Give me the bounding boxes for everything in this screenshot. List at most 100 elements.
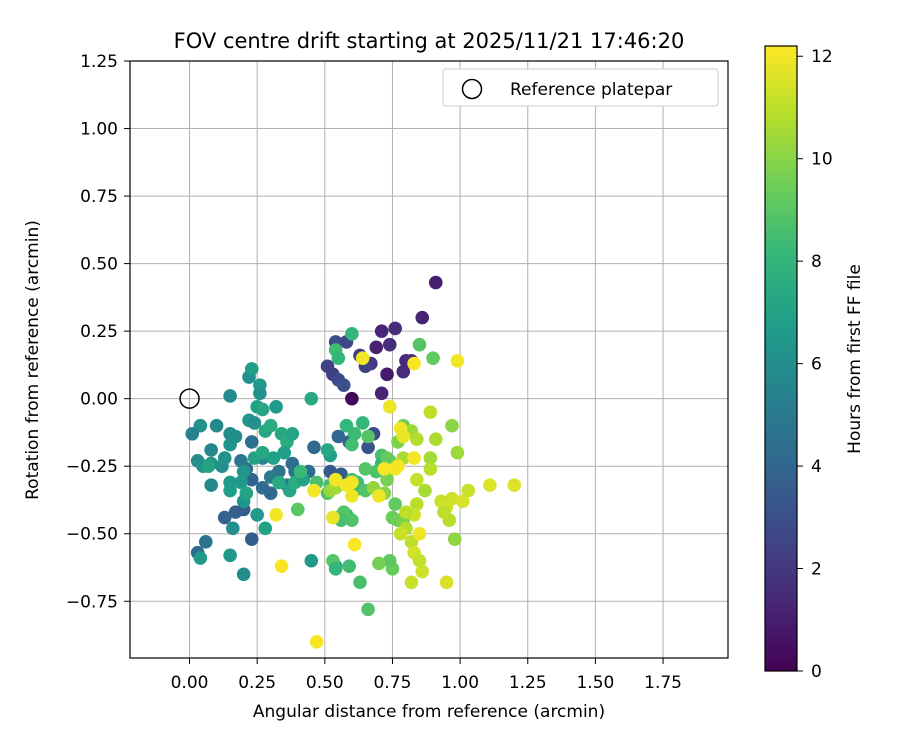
data-point — [423, 462, 438, 476]
data-point — [347, 426, 362, 441]
data-point — [388, 321, 402, 336]
data-point — [428, 275, 443, 290]
data-point — [393, 526, 408, 541]
data-point — [236, 567, 251, 582]
y-axis-label: Rotation from reference (arcmin) — [23, 220, 43, 500]
data-point — [293, 464, 308, 479]
data-point — [450, 445, 465, 460]
data-point — [266, 451, 281, 465]
data-point — [185, 426, 200, 441]
data-point — [328, 562, 343, 576]
colorbar-tick-label: 4 — [811, 457, 822, 477]
colorbar: 0 2 4 6 8 10 12 Hours from first FF file — [764, 45, 865, 682]
x-tick-label: 1.25 — [509, 673, 547, 693]
data-point — [374, 386, 389, 401]
colorbar-tick-label: 12 — [811, 47, 833, 67]
data-point — [234, 475, 248, 490]
data-point — [339, 478, 354, 492]
data-point — [407, 356, 421, 371]
data-point — [217, 510, 232, 525]
data-point — [445, 418, 459, 433]
data-point — [236, 464, 251, 479]
data-point — [382, 337, 397, 352]
data-point — [258, 521, 273, 536]
data-point — [407, 451, 421, 465]
data-point — [355, 416, 370, 430]
x-tick-label: 1.50 — [576, 673, 614, 693]
x-tick-label: 1.00 — [441, 673, 479, 693]
data-point — [250, 508, 264, 522]
data-point — [445, 491, 459, 506]
data-point — [388, 497, 402, 511]
data-point — [456, 494, 470, 509]
x-axis-ticks: 0.00 0.25 0.50 0.75 1.00 1.25 1.50 1.75 — [171, 658, 682, 693]
x-tick-label: 1.75 — [644, 673, 682, 693]
data-point — [399, 505, 413, 519]
x-tick-label: 0.00 — [171, 673, 209, 693]
data-point — [450, 354, 465, 368]
data-point — [372, 556, 386, 571]
data-point — [290, 502, 305, 517]
y-tick-label: 0.50 — [80, 255, 118, 275]
legend-reference-icon — [461, 78, 483, 100]
y-tick-label: 1.25 — [80, 52, 118, 72]
colorbar-ticks: 0 2 4 6 8 10 12 — [797, 47, 833, 682]
data-point — [304, 553, 319, 568]
data-point — [412, 526, 427, 541]
data-point — [388, 462, 402, 476]
data-point — [382, 399, 397, 414]
data-point — [307, 440, 321, 455]
data-point — [412, 337, 427, 352]
data-point — [201, 459, 216, 474]
colorbar-tick-label: 10 — [811, 150, 833, 170]
data-point — [253, 386, 267, 401]
data-point — [358, 462, 373, 476]
data-point — [361, 602, 375, 617]
data-point — [304, 391, 319, 406]
data-point — [418, 483, 432, 498]
data-point — [345, 391, 359, 406]
y-tick-label: 1.00 — [80, 120, 118, 140]
data-point — [412, 553, 427, 568]
data-point — [209, 418, 224, 433]
data-point — [247, 416, 262, 430]
data-point — [374, 324, 389, 338]
data-point — [415, 564, 430, 579]
y-tick-label: −0.25 — [66, 457, 118, 477]
data-point — [285, 426, 300, 441]
data-point — [345, 489, 359, 503]
x-axis-label: Angular distance from reference (arcmin) — [253, 702, 605, 722]
scatter-points — [185, 275, 522, 649]
data-point — [193, 551, 208, 565]
colorbar-tick-label: 2 — [811, 560, 822, 580]
data-point — [320, 443, 335, 457]
data-point — [226, 521, 240, 536]
y-tick-label: 0.00 — [80, 390, 118, 410]
colorbar-tick-label: 8 — [811, 252, 822, 272]
data-point — [223, 483, 237, 498]
data-point — [244, 532, 259, 546]
data-point — [328, 472, 343, 487]
data-point — [255, 402, 270, 417]
reference-platepar-marker — [179, 388, 200, 409]
data-point — [223, 437, 237, 452]
data-point — [355, 351, 370, 365]
data-point — [437, 505, 451, 519]
data-point — [331, 351, 346, 365]
data-point — [217, 451, 232, 465]
data-point — [361, 440, 375, 455]
data-point — [309, 634, 324, 649]
data-point — [307, 483, 321, 498]
data-point — [396, 364, 411, 379]
data-point — [428, 432, 443, 446]
data-point — [410, 472, 424, 487]
data-point — [272, 475, 286, 490]
legend: Reference platepar — [442, 68, 719, 107]
data-point — [244, 362, 259, 376]
plot-frame — [129, 60, 729, 659]
y-tick-label: −0.75 — [66, 592, 118, 612]
data-point — [326, 510, 340, 525]
data-point — [377, 462, 392, 476]
colorbar-label: Hours from first FF file — [845, 264, 865, 454]
